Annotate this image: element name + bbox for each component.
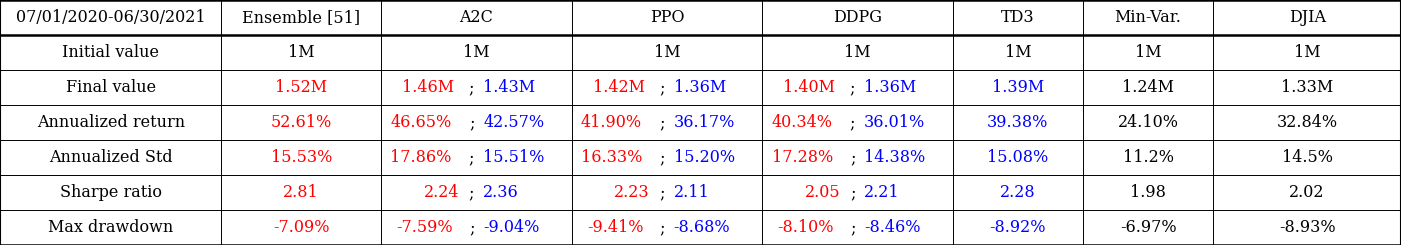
Text: Sharpe ratio: Sharpe ratio [60,184,161,201]
Text: 24.10%: 24.10% [1118,114,1178,131]
Text: ;: ; [850,79,862,96]
Text: 1.36M: 1.36M [674,79,726,96]
Text: 15.20%: 15.20% [674,149,736,166]
Text: -6.97%: -6.97% [1119,219,1177,236]
Text: 2.05: 2.05 [804,184,841,201]
Text: Annualized Std: Annualized Std [49,149,172,166]
Text: 07/01/2020-06/30/2021: 07/01/2020-06/30/2021 [15,9,206,26]
Text: 14.5%: 14.5% [1282,149,1332,166]
Text: 15.53%: 15.53% [270,149,332,166]
Text: A2C: A2C [460,9,493,26]
Text: -9.04%: -9.04% [483,219,539,236]
Text: 46.65%: 46.65% [391,114,451,131]
Text: 14.38%: 14.38% [864,149,926,166]
Text: PPO: PPO [650,9,684,26]
Text: 2.02: 2.02 [1289,184,1325,201]
Text: 17.86%: 17.86% [391,149,451,166]
Text: ;: ; [660,79,671,96]
Text: 2.28: 2.28 [1000,184,1035,201]
Text: 40.34%: 40.34% [772,114,832,131]
Text: ;: ; [850,184,862,201]
Text: 1.36M: 1.36M [864,79,916,96]
Text: ;: ; [469,79,481,96]
Text: Min-Var.: Min-Var. [1115,9,1181,26]
Text: 17.28%: 17.28% [772,149,832,166]
Text: 36.17%: 36.17% [674,114,736,131]
Text: DDPG: DDPG [834,9,881,26]
Text: -8.92%: -8.92% [989,219,1047,236]
Text: 1.43M: 1.43M [483,79,535,96]
Text: 36.01%: 36.01% [864,114,925,131]
Text: -8.10%: -8.10% [778,219,834,236]
Text: 1.98: 1.98 [1131,184,1166,201]
Text: ;: ; [660,184,671,201]
Text: 41.90%: 41.90% [581,114,642,131]
Text: 1.40M: 1.40M [783,79,835,96]
Text: Annualized return: Annualized return [36,114,185,131]
Text: 1.46M: 1.46M [402,79,454,96]
Text: ;: ; [469,149,481,166]
Text: 1M: 1M [287,44,315,61]
Text: -8.68%: -8.68% [674,219,730,236]
Text: 1M: 1M [843,44,871,61]
Text: ;: ; [850,149,862,166]
Text: 2.24: 2.24 [423,184,460,201]
Text: 2.81: 2.81 [283,184,319,201]
Text: ;: ; [469,114,481,131]
Text: 42.57%: 42.57% [483,114,545,131]
Text: 2.21: 2.21 [864,184,899,201]
Text: ;: ; [850,219,862,236]
Text: -7.59%: -7.59% [396,219,453,236]
Text: 1M: 1M [653,44,681,61]
Text: 1.39M: 1.39M [992,79,1044,96]
Text: ;: ; [660,219,671,236]
Text: 2.11: 2.11 [674,184,709,201]
Text: -8.93%: -8.93% [1279,219,1335,236]
Text: ;: ; [660,114,671,131]
Text: TD3: TD3 [1000,9,1035,26]
Text: 15.08%: 15.08% [988,149,1048,166]
Text: 1M: 1M [1293,44,1321,61]
Text: Initial value: Initial value [62,44,160,61]
Text: -7.09%: -7.09% [273,219,329,236]
Text: 1.24M: 1.24M [1122,79,1174,96]
Text: 1M: 1M [1135,44,1161,61]
Text: 52.61%: 52.61% [270,114,332,131]
Text: Max drawdown: Max drawdown [48,219,174,236]
Text: Final value: Final value [66,79,156,96]
Text: 39.38%: 39.38% [988,114,1048,131]
Text: 1M: 1M [462,44,490,61]
Text: 11.2%: 11.2% [1122,149,1174,166]
Text: ;: ; [469,184,481,201]
Text: Ensemble [51]: Ensemble [51] [242,9,360,26]
Text: ;: ; [850,114,862,131]
Text: ;: ; [660,149,671,166]
Text: 32.84%: 32.84% [1276,114,1338,131]
Text: -8.46%: -8.46% [864,219,920,236]
Text: 1.52M: 1.52M [275,79,328,96]
Text: 1.42M: 1.42M [593,79,644,96]
Text: 2.23: 2.23 [614,184,650,201]
Text: -9.41%: -9.41% [587,219,643,236]
Text: 16.33%: 16.33% [581,149,643,166]
Text: 2.36: 2.36 [483,184,518,201]
Text: 1.33M: 1.33M [1281,79,1334,96]
Text: 15.51%: 15.51% [483,149,545,166]
Text: 1M: 1M [1005,44,1031,61]
Text: DJIA: DJIA [1289,9,1325,26]
Text: ;: ; [469,219,481,236]
